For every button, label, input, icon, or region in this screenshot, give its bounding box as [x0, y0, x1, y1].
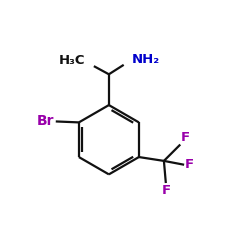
- Text: NH₂: NH₂: [132, 53, 160, 66]
- Text: Br: Br: [36, 114, 54, 128]
- Text: H₃C: H₃C: [58, 54, 85, 67]
- Text: F: F: [161, 184, 170, 197]
- Text: F: F: [181, 130, 190, 143]
- Text: F: F: [185, 158, 194, 171]
